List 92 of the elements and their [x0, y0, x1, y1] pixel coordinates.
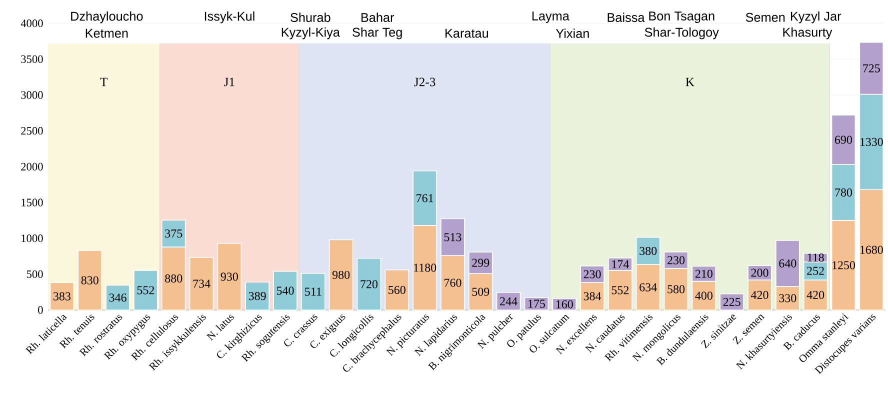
data-label: 720 [360, 280, 378, 288]
text: Bahar [361, 12, 394, 22]
data-label: 200 [751, 268, 768, 277]
bar [189, 257, 214, 310]
data-label: 244 [500, 297, 518, 306]
data-label: 1180 [414, 264, 436, 272]
bar [720, 293, 744, 310]
text: Baissa [608, 12, 645, 22]
data-label: 230 [668, 256, 685, 264]
data-label: 210 [695, 270, 712, 278]
data-label: 511 [305, 288, 322, 296]
data-label: 880 [165, 274, 182, 283]
text: Issyk-Kul [204, 11, 254, 24]
data-label: 420 [750, 290, 768, 300]
annotation: Yixian [556, 28, 589, 38]
data-label: 384 [584, 292, 602, 300]
bar [356, 258, 382, 310]
annotation: Ketmen [86, 28, 128, 38]
text: Dzhayloucho [71, 11, 143, 24]
y-tick-label: 2500 [21, 127, 43, 135]
data-label: 552 [612, 286, 629, 294]
annotation: Shar-Tologoy [644, 27, 719, 40]
band-label: J1 [224, 78, 234, 86]
data-label: 830 [81, 276, 98, 284]
data-label: 552 [137, 286, 154, 294]
annotation: Kyzyl-Kiya [282, 27, 340, 40]
bar [496, 292, 521, 310]
y-tick-label: 0 [38, 306, 43, 314]
text: Bon Tsagan [649, 12, 714, 24]
data-label: 761 [416, 194, 434, 202]
data-label: 980 [332, 270, 350, 279]
data-label: 580 [668, 285, 685, 294]
data-label: 346 [109, 294, 126, 302]
bar [328, 239, 354, 310]
data-label: 375 [165, 229, 182, 238]
data-label: 225 [723, 298, 740, 306]
data-label: 400 [695, 292, 712, 300]
bar [524, 297, 549, 310]
bar [217, 242, 242, 310]
data-label: 509 [472, 288, 490, 296]
data-label: 513 [444, 233, 462, 242]
data-label: 389 [248, 292, 266, 300]
data-label: 252 [807, 266, 824, 275]
text: Semen [746, 12, 785, 22]
y-tick-label: 3000 [21, 91, 43, 99]
y-tick-label: 2000 [21, 162, 43, 170]
bar [245, 282, 270, 310]
data-label: 420 [806, 290, 824, 300]
data-label: 330 [779, 294, 796, 302]
annotation: Karatau [446, 28, 488, 38]
data-label: 690 [834, 136, 852, 144]
bar [384, 269, 410, 310]
data-label: 1680 [860, 246, 883, 254]
text: Kyzyl Jar [790, 11, 842, 24]
data-label: 299 [472, 258, 490, 267]
bar [552, 298, 576, 310]
bar [301, 272, 326, 310]
data-label: 160 [556, 300, 573, 308]
data-label: 1330 [860, 138, 883, 146]
data-label: 540 [276, 286, 294, 295]
bar [50, 282, 74, 310]
y-tick-label: 1000 [22, 234, 43, 242]
data-label: 734 [193, 280, 210, 288]
data-label: 725 [863, 64, 880, 72]
data-label: 930 [220, 272, 238, 281]
text: Layma [532, 12, 570, 24]
data-label: 118 [808, 254, 824, 262]
band-label: K [686, 78, 694, 86]
data-label: 634 [640, 283, 657, 292]
data-label: 175 [528, 300, 545, 308]
annotation: Khasurty [783, 27, 832, 40]
data-label: 560 [388, 286, 406, 294]
data-label: 174 [612, 260, 629, 268]
band-label: T [100, 78, 108, 86]
y-tick-label: 4000 [20, 20, 43, 28]
band-label: J2-3 [414, 78, 436, 86]
y-tick-label: 1500 [22, 198, 43, 206]
y-tick-label: 500 [26, 270, 43, 278]
data-label: 230 [584, 270, 601, 278]
annotation: Shar Teg [352, 27, 402, 40]
bar [78, 250, 102, 310]
data-label: 780 [835, 188, 852, 197]
bar [134, 270, 158, 310]
y-tick-label: 3500 [21, 55, 43, 63]
data-label: 383 [54, 292, 70, 300]
data-label: 1250 [832, 261, 856, 270]
data-label: 640 [779, 259, 796, 268]
data-label: 380 [640, 246, 657, 256]
text: Shurab [290, 12, 330, 22]
bar [273, 270, 298, 310]
bar [106, 284, 130, 310]
data-label: 760 [444, 278, 462, 287]
